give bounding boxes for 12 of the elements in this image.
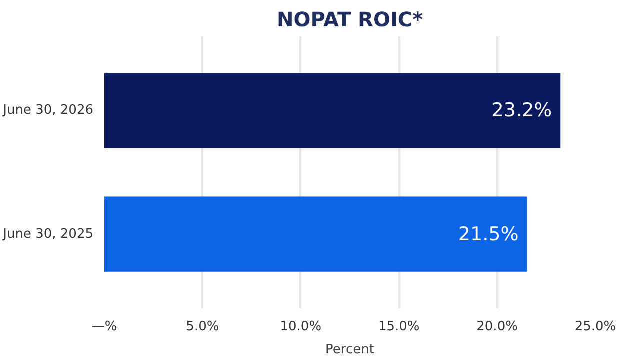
data-label: 21.5%	[458, 223, 519, 246]
data-label: 23.2%	[492, 100, 552, 122]
x-tick-label: —%	[92, 320, 118, 334]
y-tick-label: June 30, 2025	[2, 226, 94, 242]
chart-title: NOPAT ROIC*	[276, 8, 424, 32]
x-tick-label: 25.0%	[574, 320, 616, 334]
x-tick-label: 15.0%	[378, 320, 420, 334]
x-axis-title: Percent	[326, 342, 374, 358]
y-tick-label: June 30, 2026	[2, 103, 94, 118]
x-tick-label: 20.0%	[476, 320, 518, 334]
x-tick-label: 10.0%	[280, 320, 322, 334]
x-tick-label: 5.0%	[186, 320, 220, 334]
